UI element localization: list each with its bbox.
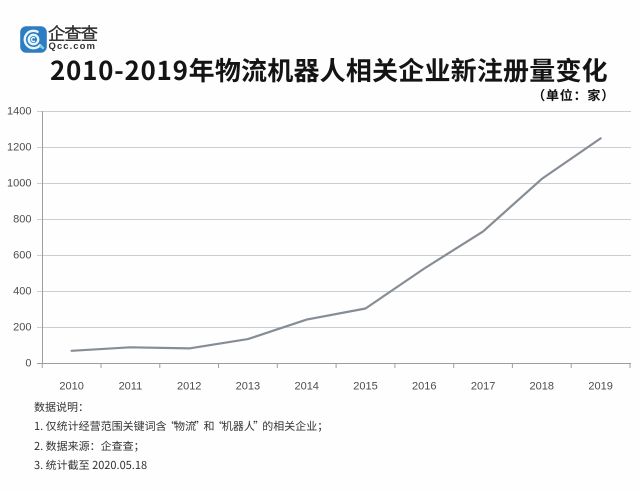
svg-text:0: 0 [25,358,31,370]
svg-text:2017: 2017 [471,381,495,393]
svg-text:2018: 2018 [530,381,554,393]
svg-text:2014: 2014 [294,381,318,393]
svg-text:2011: 2011 [119,381,143,393]
svg-text:2010: 2010 [59,381,83,393]
svg-text:400: 400 [13,286,31,298]
svg-text:800: 800 [13,214,31,226]
svg-text:2019: 2019 [588,381,612,393]
svg-text:2015: 2015 [353,381,377,393]
svg-text:1000: 1000 [7,178,31,190]
svg-text:600: 600 [13,250,31,262]
svg-text:200: 200 [13,322,31,334]
svg-text:2016: 2016 [412,381,436,393]
svg-text:2012: 2012 [177,381,201,393]
svg-text:1400: 1400 [7,106,31,118]
svg-text:1200: 1200 [7,142,31,154]
svg-text:2013: 2013 [236,381,260,393]
